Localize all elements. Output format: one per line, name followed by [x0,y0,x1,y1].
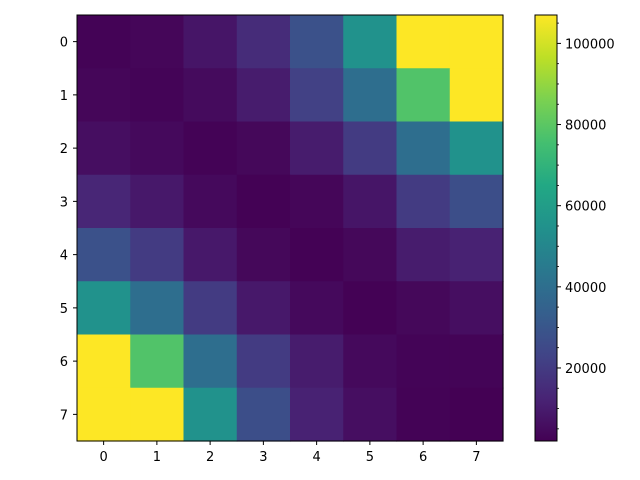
heatmap-cell [396,121,451,176]
heatmap-cells [77,15,504,442]
heatmap-cell [77,121,131,176]
y-tick-label: 2 [60,142,68,157]
heatmap-cell [396,68,451,123]
heatmap-cell [290,121,344,176]
heatmap-cell [77,68,131,123]
colorbar-tick-label: 60000 [565,200,606,215]
heatmap-cell [77,15,131,69]
heatmap-cell [343,15,398,69]
heatmap-cell [396,334,451,389]
heatmap-cell [183,387,238,442]
y-tick-label: 4 [60,249,68,264]
heatmap-cell [183,228,238,282]
heatmap-cell [343,68,398,123]
heatmap-cell [236,15,291,69]
colorbar-tick-label: 80000 [565,119,606,134]
heatmap-cell [236,121,291,176]
x-tick-label: 0 [99,450,107,465]
heatmap-cell [290,334,344,389]
heatmap-cell [183,121,238,176]
x-tick-label: 6 [419,450,427,465]
heatmap-cell [77,174,131,229]
heatmap-cell [396,15,451,69]
heatmap-cell [290,281,344,336]
heatmap-cell [449,68,504,123]
colorbar-tick-label: 100000 [565,37,615,52]
heatmap-cell [290,15,344,69]
heatmap-cell [290,387,344,442]
heatmap-cell [236,68,291,123]
heatmap-cell [236,281,291,336]
heatmap-cell [77,387,131,442]
y-axis: 0 1 2 3 4 5 6 7 [60,36,77,423]
heatmap-cell [130,228,185,282]
y-tick-label: 3 [60,195,68,210]
heatmap-cell [343,387,398,442]
heatmap-cell [183,281,238,336]
heatmap-cell [236,334,291,389]
heatmap-cell [236,387,291,442]
y-tick-label: 1 [60,89,68,104]
plot-frame [76,14,504,442]
heatmap-cell [183,68,238,123]
x-tick-label: 3 [259,450,267,465]
colorbar: 20000 40000 60000 80000 100000 [534,14,615,442]
heatmap-cell [449,387,504,442]
heatmap-cell [290,228,344,282]
heatmap-cell [343,174,398,229]
heatmap-cell [130,121,185,176]
heatmap-cell [77,334,131,389]
heatmap-cell [343,334,398,389]
heatmap-cell [449,228,504,282]
heatmap-cell [130,281,185,336]
y-tick-label: 7 [60,408,68,423]
heatmap-cell [77,228,131,282]
heatmap-cell [449,334,504,389]
y-tick-label: 0 [60,36,68,51]
heatmap-cell [343,281,398,336]
heatmap-cell [130,174,185,229]
x-tick-label: 4 [312,450,320,465]
heatmap-cell [236,174,291,229]
colorbar-tick-label: 20000 [565,362,606,377]
heatmap-cell [343,121,398,176]
heatmap-cell [396,228,451,282]
heatmap-cell [343,228,398,282]
heatmap-cell [449,281,504,336]
colorbar-frame [534,14,558,442]
x-axis: 0 1 2 3 4 5 6 7 [99,441,481,465]
heatmap-cell [130,387,185,442]
colorbar-gradient [535,15,557,441]
y-tick-label: 6 [60,355,68,370]
heatmap-cell [396,174,451,229]
heatmap-cell [183,174,238,229]
x-tick-label: 5 [366,450,374,465]
heatmap-cell [396,281,451,336]
colorbar-ticks: 20000 40000 60000 80000 100000 [557,22,615,430]
y-tick-label: 5 [60,302,68,317]
heatmap-cell [290,68,344,123]
colorbar-tick-label: 40000 [565,281,606,296]
heatmap-cell [290,174,344,229]
heatmap-cell [130,68,185,123]
heatmap-cell [449,121,504,176]
heatmap-cell [449,174,504,229]
heatmap-cell [130,334,185,389]
heatmap-cell [130,15,185,69]
heatmap-cell [449,15,504,69]
heatmap-cell [236,228,291,282]
heatmap-cell [183,15,238,69]
x-tick-label: 2 [206,450,214,465]
heatmap-cell [183,334,238,389]
x-tick-label: 7 [472,450,480,465]
heatmap-cell [77,281,131,336]
x-tick-label: 1 [153,450,161,465]
heatmap-cell [396,387,451,442]
